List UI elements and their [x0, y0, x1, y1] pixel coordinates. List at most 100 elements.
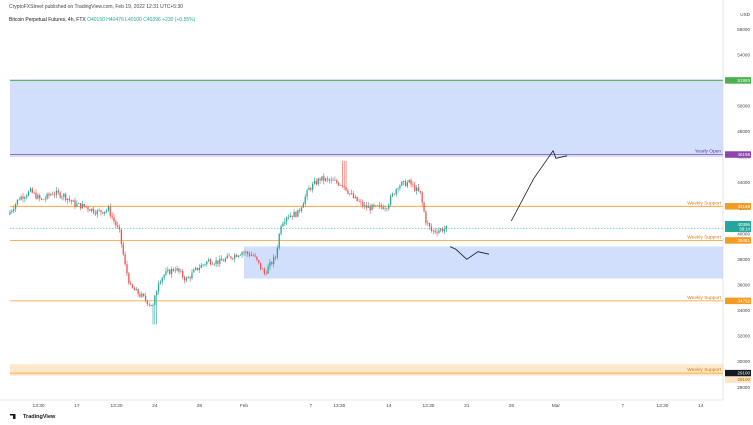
- candle-body: [217, 260, 219, 264]
- candle-body: [11, 210, 13, 212]
- candle-body: [157, 283, 160, 292]
- candle-body: [245, 251, 247, 253]
- weekly-support-1-tag-bg: [725, 203, 751, 210]
- candle-body: [267, 266, 269, 274]
- candle-body: [187, 277, 189, 279]
- candle-body: [312, 183, 314, 190]
- candle-body: [26, 195, 28, 198]
- candle-body: [29, 188, 32, 192]
- candle-body: [445, 225, 447, 230]
- candle-body: [196, 267, 199, 270]
- candle-body: [18, 199, 20, 201]
- candle-body: [198, 267, 201, 270]
- candle-body: [417, 187, 420, 192]
- levels-layer: Yearly Open Weekly Support Weekly Support W…: [10, 80, 723, 374]
- y-tick-label: 40000: [737, 231, 750, 236]
- candle-body: [308, 187, 310, 191]
- candle-body: [124, 254, 126, 265]
- candle-body: [234, 254, 236, 259]
- candle-body: [40, 198, 43, 200]
- candle-body: [126, 264, 128, 274]
- weekly-support-3-tag-bg: [725, 297, 751, 305]
- candle-body: [91, 208, 93, 211]
- candle-body: [369, 206, 371, 211]
- candle-body: [37, 195, 39, 199]
- candle-body: [239, 255, 241, 256]
- candle-body: [182, 271, 184, 278]
- candle-body: [365, 205, 368, 208]
- candle-body: [46, 193, 48, 199]
- candle-body: [349, 193, 351, 194]
- weekly-support-zone: [10, 364, 723, 376]
- candle-body: [24, 197, 26, 199]
- candle-body: [195, 267, 197, 270]
- candle-body: [165, 271, 167, 275]
- time-axis: 13:30 17 13:30 24 28 Feb 7 13:30 14 13:30 21 25 Mar 7…: [0, 399, 723, 409]
- ohlc-values: O40150 H40476 L40100 C40396 +230 (+0.55%…: [87, 17, 196, 23]
- candle-body: [274, 256, 277, 258]
- candle-body: [152, 305, 154, 307]
- candle-body: [79, 203, 82, 209]
- candle-body: [39, 195, 41, 199]
- current-price-tag-bg: [725, 220, 751, 232]
- candle-body: [206, 261, 208, 265]
- candle-body: [31, 188, 33, 193]
- candle-body: [384, 208, 386, 210]
- y-tick-label: 38000: [737, 257, 750, 262]
- candle-body: [148, 304, 150, 305]
- candle-body: [224, 258, 227, 262]
- weekly-support-3-label: Weekly Support: [687, 295, 721, 301]
- candle-body: [256, 256, 258, 261]
- candle-body: [96, 210, 98, 215]
- candle-body: [287, 217, 290, 218]
- candle-body: [254, 255, 256, 257]
- weekly-support-2-tag-bg: [725, 237, 751, 244]
- candle-body: [135, 289, 137, 291]
- candle-body: [434, 230, 436, 232]
- candle-body: [252, 255, 254, 256]
- candle-body: [295, 211, 297, 217]
- x-tick-label: 17: [74, 403, 80, 409]
- candle-body: [337, 182, 340, 186]
- candle-body: [57, 190, 59, 193]
- candle-body: [404, 180, 407, 187]
- candle-body: [9, 211, 11, 215]
- candle-body: [412, 184, 414, 186]
- current-price-tag-text: 40396: [737, 222, 750, 227]
- candle-body: [68, 198, 71, 201]
- x-tick-label: 7: [621, 403, 624, 409]
- candle-body: [382, 207, 384, 210]
- candle-body: [328, 179, 331, 181]
- candle-body: [334, 180, 336, 181]
- green-level-tag-bg: [725, 77, 751, 84]
- weekly-support-4-tag-text: 29100: [737, 371, 750, 376]
- candle-body: [150, 304, 152, 307]
- candle-body: [319, 178, 321, 181]
- candle-body: [20, 196, 22, 200]
- candle-body: [343, 186, 345, 188]
- candle-body: [247, 251, 249, 254]
- candle-body: [16, 199, 19, 205]
- candle-body: [299, 210, 301, 212]
- candle-body: [85, 206, 87, 208]
- y-tick-label: 32000: [737, 334, 750, 339]
- candle-body: [215, 260, 217, 264]
- candle-body: [389, 196, 392, 205]
- candle-body: [65, 193, 67, 201]
- candle-body: [52, 194, 54, 196]
- candle-body: [141, 293, 143, 297]
- candle-body: [104, 211, 106, 214]
- candle-body: [406, 182, 408, 187]
- zones-layer: [10, 79, 723, 376]
- candle-body: [354, 196, 357, 198]
- yearly-open-tag-bg: [725, 151, 751, 158]
- candle-body: [70, 200, 72, 202]
- candle-body: [321, 176, 323, 181]
- publish-info: CryptoFXStreet published on TradingView.…: [9, 4, 184, 10]
- candle-body: [92, 208, 95, 213]
- candle-body: [248, 253, 251, 256]
- candle-body: [200, 265, 202, 268]
- candle-body: [83, 203, 85, 207]
- candle-body: [120, 229, 123, 244]
